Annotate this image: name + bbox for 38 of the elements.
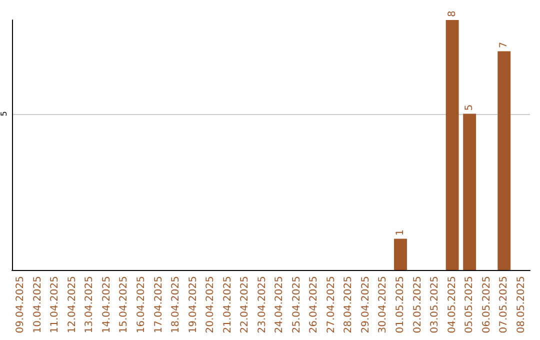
x-tick-label: 23.04.2025 <box>256 276 268 334</box>
x-tick-label: 28.04.2025 <box>343 276 354 334</box>
x-tick-label: 03.05.2025 <box>430 276 441 334</box>
x-tick-label: 15.04.2025 <box>118 276 130 334</box>
data-label: 5 <box>464 104 476 111</box>
x-tick-label: 20.04.2025 <box>205 276 216 334</box>
x-tick-label: 26.04.2025 <box>308 276 320 334</box>
x-tick-label: 13.04.2025 <box>84 276 96 334</box>
bar <box>394 238 407 270</box>
bar <box>498 51 511 270</box>
x-tick-label: 25.04.2025 <box>291 276 302 334</box>
x-tick-label: 11.04.2025 <box>50 276 61 334</box>
x-tick-label: 21.04.2025 <box>222 276 234 334</box>
x-tick-label: 27.04.2025 <box>326 276 337 334</box>
x-tick-label: 16.04.2025 <box>136 276 147 334</box>
x-tick-label: 30.04.2025 <box>378 276 389 334</box>
x-tick-label: 22.04.2025 <box>240 276 251 334</box>
x-tick-label: 10.04.2025 <box>32 276 44 334</box>
bar <box>446 20 459 270</box>
x-tick-label: 07.05.2025 <box>498 276 510 334</box>
x-tick-label: 09.04.2025 <box>15 276 26 334</box>
x-tick-label: 19.04.2025 <box>188 276 199 334</box>
x-tick-label: 08.05.2025 <box>516 276 527 334</box>
data-label: 1 <box>395 229 406 236</box>
x-tick-label: 17.04.2025 <box>153 276 164 334</box>
data-label: 7 <box>498 42 510 48</box>
bar <box>463 114 476 270</box>
x-tick-label: 02.05.2025 <box>412 276 424 334</box>
x-tick-label: 04.05.2025 <box>446 276 458 334</box>
x-tick-label: 24.04.2025 <box>274 276 286 334</box>
x-tick-label: 29.04.2025 <box>360 276 372 334</box>
x-tick-label: 06.05.2025 <box>481 276 492 334</box>
x-tick-label: 01.05.2025 <box>395 276 406 334</box>
x-tick-label: 05.05.2025 <box>464 276 476 334</box>
x-tick-label: 12.04.2025 <box>66 276 78 334</box>
x-tick-label: 18.04.2025 <box>170 276 182 334</box>
data-label: 8 <box>446 10 458 17</box>
x-tick-label: 14.04.2025 <box>101 276 112 334</box>
